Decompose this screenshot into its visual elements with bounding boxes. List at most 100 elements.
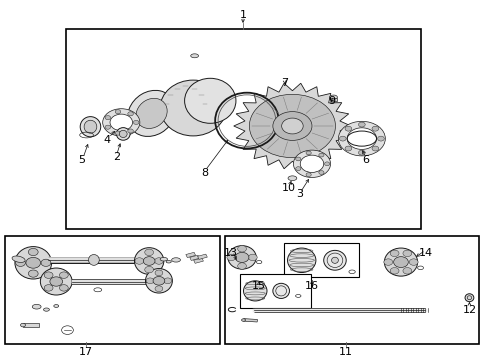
Circle shape (300, 155, 323, 172)
Circle shape (272, 112, 311, 140)
Ellipse shape (272, 283, 289, 298)
Ellipse shape (384, 248, 417, 276)
Circle shape (408, 259, 417, 265)
Circle shape (102, 109, 140, 136)
Circle shape (226, 254, 235, 261)
Text: 6: 6 (362, 155, 368, 165)
Ellipse shape (243, 281, 266, 301)
Text: 15: 15 (252, 281, 265, 291)
Circle shape (155, 270, 163, 276)
Circle shape (44, 272, 53, 278)
Circle shape (44, 285, 53, 291)
Text: 9: 9 (327, 96, 334, 106)
Circle shape (143, 257, 155, 265)
Circle shape (26, 257, 41, 268)
Bar (239, 274, 310, 308)
Circle shape (154, 258, 163, 264)
Text: 16: 16 (305, 281, 318, 291)
Ellipse shape (241, 319, 245, 321)
Circle shape (153, 276, 164, 285)
Circle shape (28, 270, 38, 277)
Bar (185, 252, 195, 257)
Circle shape (237, 246, 246, 252)
Text: 3: 3 (295, 189, 302, 199)
Bar (283, 243, 359, 277)
Circle shape (105, 116, 110, 120)
Text: 8: 8 (201, 168, 207, 178)
Text: 7: 7 (281, 78, 287, 88)
Ellipse shape (184, 78, 235, 123)
Text: 13: 13 (224, 248, 238, 258)
Circle shape (144, 266, 153, 273)
Ellipse shape (227, 246, 256, 269)
Ellipse shape (329, 95, 337, 99)
Ellipse shape (80, 117, 101, 137)
Bar (243, 319, 257, 322)
Circle shape (345, 146, 351, 151)
Ellipse shape (166, 261, 171, 263)
Circle shape (248, 254, 257, 261)
Circle shape (345, 126, 351, 131)
Circle shape (127, 112, 133, 116)
Circle shape (338, 121, 385, 156)
Circle shape (28, 248, 38, 256)
Circle shape (115, 131, 121, 135)
Ellipse shape (88, 255, 99, 265)
Text: 11: 11 (338, 347, 352, 357)
Circle shape (346, 128, 376, 149)
Ellipse shape (43, 308, 49, 311)
Ellipse shape (160, 80, 225, 136)
Bar (5, 236, 220, 344)
Circle shape (305, 173, 310, 177)
Ellipse shape (84, 120, 97, 133)
Circle shape (295, 167, 300, 171)
Ellipse shape (136, 98, 167, 129)
Bar (193, 258, 203, 263)
Circle shape (127, 129, 133, 133)
PathPatch shape (233, 83, 350, 169)
Ellipse shape (119, 130, 127, 138)
Circle shape (295, 157, 300, 161)
Ellipse shape (287, 248, 315, 273)
Circle shape (389, 250, 398, 257)
Ellipse shape (54, 305, 59, 307)
Circle shape (144, 249, 153, 256)
Circle shape (105, 125, 110, 129)
Circle shape (115, 110, 121, 114)
Circle shape (371, 146, 378, 151)
Circle shape (324, 162, 329, 166)
Text: 5: 5 (79, 155, 85, 165)
Ellipse shape (20, 323, 25, 327)
Circle shape (41, 259, 51, 266)
Text: 12: 12 (462, 305, 475, 315)
Bar (66, 29, 420, 229)
Ellipse shape (287, 176, 296, 180)
Circle shape (293, 150, 330, 177)
Ellipse shape (323, 251, 346, 270)
Ellipse shape (464, 294, 473, 302)
Ellipse shape (331, 257, 338, 264)
Circle shape (237, 263, 246, 269)
Ellipse shape (15, 247, 52, 279)
Circle shape (402, 267, 411, 274)
Text: 1: 1 (239, 10, 246, 20)
Circle shape (318, 171, 324, 175)
Circle shape (249, 94, 335, 158)
Ellipse shape (12, 256, 25, 262)
Text: 4: 4 (103, 135, 110, 145)
Circle shape (393, 257, 407, 267)
Circle shape (163, 278, 171, 284)
Circle shape (155, 286, 163, 292)
Circle shape (135, 258, 143, 264)
Ellipse shape (145, 269, 172, 293)
Text: 14: 14 (418, 248, 431, 258)
Circle shape (371, 126, 378, 131)
Circle shape (358, 122, 365, 127)
Circle shape (133, 120, 139, 125)
Bar (224, 236, 478, 344)
Text: 17: 17 (79, 347, 92, 357)
Circle shape (281, 118, 303, 134)
Circle shape (339, 136, 346, 141)
Circle shape (318, 153, 324, 157)
Text: 2: 2 (113, 152, 120, 162)
